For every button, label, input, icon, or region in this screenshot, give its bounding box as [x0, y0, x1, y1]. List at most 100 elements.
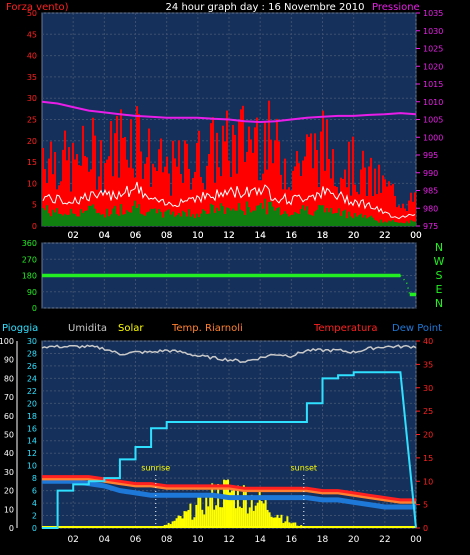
x-tick-label: 20 — [348, 231, 360, 241]
y-tick-label: 270 — [22, 255, 37, 264]
y-inner-tick-label: 26 — [27, 362, 37, 371]
x-tick-label: 02 — [67, 535, 78, 545]
y-right-tick-label: 1020 — [423, 62, 443, 71]
y-right-tick-label: 1035 — [423, 9, 443, 18]
rain-line — [42, 371, 417, 529]
y-tick-label: 0 — [32, 304, 37, 313]
compass-label: S — [436, 269, 443, 282]
y-outer-tick-label: 10 — [4, 505, 14, 514]
x-tick-label: 22 — [379, 231, 390, 241]
y-right-tick-label: 0 — [423, 524, 428, 533]
x-tick-label: 12 — [223, 231, 234, 241]
rain-label: Pioggia — [2, 323, 38, 334]
compass-label: N — [435, 241, 443, 254]
y-inner-tick-label: 14 — [27, 437, 37, 446]
compass-label: E — [436, 283, 443, 296]
y-tick-label: 5 — [32, 201, 37, 210]
y-tick-label: 90 — [27, 288, 37, 297]
x-tick-label: 16 — [286, 231, 298, 241]
y-inner-tick-label: 24 — [27, 374, 37, 383]
wind-axis-title: Forza vento) — [6, 2, 69, 13]
y-tick-label: 20 — [27, 137, 37, 146]
pressure-line — [41, 100, 417, 124]
x-tick-label: 02 — [67, 231, 78, 241]
y-right-tick-label: 1030 — [423, 27, 443, 36]
y-right-tick-label: 5 — [423, 501, 428, 510]
wind-pressure-panel: 02 04 06 08 10 12 14 16 18 20 22 000510152025303540… — [27, 9, 444, 241]
y-outer-tick-label: 0 — [9, 524, 14, 533]
y-inner-tick-label: 0 — [32, 524, 37, 533]
x-tick-label: 18 — [317, 535, 329, 545]
x-tick-label: 16 — [286, 231, 298, 241]
x-tick-label: 06 — [130, 231, 142, 241]
x-tick-label: 10 — [192, 535, 204, 545]
x-tick-label: 22 — [379, 535, 390, 545]
y-right-tick-label: 990 — [423, 169, 438, 178]
x-tick-label: 16 — [286, 535, 298, 545]
y-outer-tick-label: 30 — [4, 468, 14, 477]
y-right-tick-label: 15 — [423, 454, 433, 463]
y-inner-tick-label: 18 — [27, 412, 37, 421]
y-tick-label: 360 — [22, 239, 37, 248]
y-right-tick-label: 1005 — [423, 116, 443, 125]
y-right-tick-label: 20 — [423, 431, 433, 440]
y-inner-tick-label: 30 — [27, 337, 37, 346]
temp-riarnoli-label: Temp. Riarnoli — [171, 323, 243, 334]
x-tick-label: 04 — [99, 231, 111, 241]
solar-label: Solar — [118, 323, 144, 334]
y-outer-tick-label: 100 — [0, 337, 14, 346]
y-tick-label: 30 — [27, 94, 37, 103]
y-outer-tick-label: 40 — [4, 449, 14, 458]
compass-label: N — [435, 297, 443, 310]
y-inner-tick-label: 2 — [32, 512, 37, 521]
y-outer-tick-label: 80 — [4, 374, 14, 383]
y-right-tick-label: 40 — [423, 337, 433, 346]
x-tick-label: 00 — [410, 231, 422, 241]
graph-title: 24 hour graph day : 16 Novembre 2010 — [166, 2, 365, 13]
direction-segment — [405, 282, 411, 295]
x-tick-label: 04 — [99, 535, 111, 545]
x-tick-label: 06 — [130, 535, 142, 545]
y-tick-label: 0 — [32, 222, 37, 231]
y-inner-tick-label: 22 — [27, 387, 37, 396]
y-tick-label: 10 — [27, 179, 37, 188]
sunset-label: sunset — [291, 464, 318, 473]
y-tick-label: 25 — [27, 116, 37, 125]
y-right-tick-label: 985 — [423, 187, 438, 196]
humidity-label: Umidita — [68, 323, 107, 334]
x-tick-label: 20 — [348, 535, 360, 545]
rain-temp-panel: sunrise sunset 02 04 06 08 10 12 14 16 18 20 22 0001… — [0, 337, 433, 545]
x-tick-label: 14 — [254, 535, 266, 545]
y-tick-label: 180 — [22, 272, 37, 281]
x-tick-label: 02 — [67, 231, 78, 241]
x-tick-label: 06 — [130, 231, 142, 241]
x-tick-label: 04 — [99, 231, 111, 241]
y-outer-tick-label: 60 — [4, 412, 14, 421]
y-right-tick-label: 1015 — [423, 80, 443, 89]
humidity-line — [41, 344, 417, 364]
solar-baseline — [42, 526, 416, 528]
x-tick-label: 18 — [317, 231, 329, 241]
y-inner-tick-label: 10 — [27, 462, 37, 471]
y-inner-tick-label: 28 — [27, 349, 37, 358]
x-tick-label: 10 — [192, 231, 204, 241]
x-tick-label: 08 — [161, 231, 173, 241]
pressure-axis-title: Pressione — [372, 2, 420, 13]
y-right-tick-label: 980 — [423, 204, 438, 213]
y-tick-label: 15 — [27, 158, 37, 167]
y-right-tick-label: 1010 — [423, 98, 443, 107]
y-inner-tick-label: 20 — [27, 399, 37, 408]
dew-point-label: Dew Point — [392, 323, 442, 334]
x-tick-label: 00 — [410, 231, 422, 241]
y-right-tick-label: 1025 — [423, 45, 443, 54]
x-tick-label: 22 — [379, 231, 390, 241]
y-outer-tick-label: 70 — [4, 393, 14, 402]
y-inner-tick-label: 8 — [32, 474, 37, 483]
sunrise-label: sunrise — [141, 464, 170, 473]
dew-point-line — [42, 478, 416, 510]
x-tick-label: 12 — [223, 231, 234, 241]
x-tick-label: 14 — [254, 231, 266, 241]
x-tick-label: 20 — [348, 231, 360, 241]
y-tick-label: 35 — [27, 73, 37, 82]
y-right-tick-label: 1000 — [423, 133, 443, 142]
